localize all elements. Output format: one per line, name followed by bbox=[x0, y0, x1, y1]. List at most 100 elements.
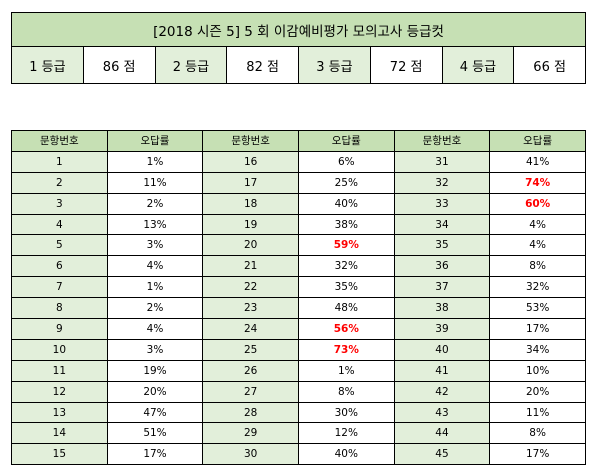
question-number: 37 bbox=[393, 276, 491, 299]
wrong-answer-rate: 34% bbox=[489, 338, 586, 361]
question-number: 17 bbox=[202, 171, 299, 194]
question-number: 10 bbox=[11, 338, 108, 361]
question-number: 28 bbox=[202, 401, 299, 424]
question-number: 23 bbox=[202, 297, 299, 320]
wrong-answer-rate: 19% bbox=[106, 359, 204, 382]
question-number: 22 bbox=[202, 276, 299, 299]
wrong-answer-rate: 48% bbox=[297, 297, 395, 320]
question-number: 30 bbox=[202, 443, 299, 466]
wrong-answer-rate: 6% bbox=[297, 150, 395, 173]
table-row: 14 51% 29 12% 44 8% bbox=[11, 422, 586, 445]
wrong-answer-rate: 3% bbox=[106, 234, 204, 257]
wrong-answer-rate: 2% bbox=[106, 297, 204, 320]
question-number: 20 bbox=[202, 234, 299, 257]
grade-label: 1 등급 bbox=[11, 46, 84, 84]
question-number: 43 bbox=[393, 401, 491, 424]
header-wrong-rate: 오답률 bbox=[489, 130, 586, 152]
wrong-answer-rate: 4% bbox=[106, 318, 204, 340]
question-number: 44 bbox=[393, 422, 491, 445]
grade-label: 3 등급 bbox=[298, 46, 371, 84]
wrong-answer-rate: 12% bbox=[297, 422, 395, 445]
question-number: 32 bbox=[393, 171, 491, 194]
wrong-answer-rate: 32% bbox=[489, 276, 586, 299]
table-row: 10 3% 25 73% 40 34% bbox=[11, 338, 586, 361]
header-wrong-rate: 오답률 bbox=[297, 130, 395, 152]
question-number: 8 bbox=[11, 297, 108, 320]
question-number: 42 bbox=[393, 380, 491, 403]
wrong-answer-rate: 4% bbox=[489, 213, 586, 236]
table-row: 4 13% 19 38% 34 4% bbox=[11, 213, 586, 236]
table-row: 13 47% 28 30% 43 11% bbox=[11, 401, 586, 424]
wrong-answer-rate: 30% bbox=[297, 401, 395, 424]
question-number: 25 bbox=[202, 338, 299, 361]
question-number: 18 bbox=[202, 192, 299, 215]
table-row: 11 19% 26 1% 41 10% bbox=[11, 359, 586, 382]
wrong-answer-rate: 41% bbox=[489, 150, 586, 173]
wrong-answer-rate: 1% bbox=[106, 150, 204, 173]
grade-cutoff-table: [2018 시즌 5] 5 회 이감예비평가 모의고사 등급컷 1 등급 86 … bbox=[11, 12, 586, 84]
table-row: 8 2% 23 48% 38 53% bbox=[11, 297, 586, 320]
question-number: 15 bbox=[11, 443, 108, 466]
table-row: 15 17% 30 40% 45 17% bbox=[11, 443, 586, 466]
cutoff-title: [2018 시즌 5] 5 회 이감예비평가 모의고사 등급컷 bbox=[11, 12, 586, 47]
wrong-answer-rate: 73% bbox=[297, 338, 395, 361]
header-wrong-rate: 오답률 bbox=[106, 130, 204, 152]
header-question-number: 문항번호 bbox=[393, 130, 491, 152]
wrong-answer-rate: 1% bbox=[297, 359, 395, 382]
question-number: 40 bbox=[393, 338, 491, 361]
wrong-answer-rate: 8% bbox=[489, 422, 586, 445]
table-row: 6 4% 21 32% 36 8% bbox=[11, 255, 586, 278]
wrong-answer-rate: 10% bbox=[489, 359, 586, 382]
question-number: 38 bbox=[393, 297, 491, 320]
rate-header-row: 문항번호 오답률 문항번호 오답률 문항번호 오답률 bbox=[11, 130, 586, 152]
question-number: 21 bbox=[202, 255, 299, 278]
header-question-number: 문항번호 bbox=[11, 130, 108, 152]
wrong-answer-rate-table: 문항번호 오답률 문항번호 오답률 문항번호 오답률 1 1% 16 6% 31 41% 2… bbox=[11, 130, 586, 466]
wrong-answer-rate: 17% bbox=[106, 443, 204, 466]
question-number: 13 bbox=[11, 401, 108, 424]
wrong-answer-rate: 51% bbox=[106, 422, 204, 445]
grade-score: 66 점 bbox=[513, 46, 586, 84]
table-row: 3 2% 18 40% 33 60% bbox=[11, 192, 586, 215]
wrong-answer-rate: 25% bbox=[297, 171, 395, 194]
question-number: 27 bbox=[202, 380, 299, 403]
wrong-answer-rate: 20% bbox=[106, 380, 204, 403]
wrong-answer-rate: 53% bbox=[489, 297, 586, 320]
grade-label: 2 등급 bbox=[154, 46, 228, 84]
table-row: 5 3% 20 59% 35 4% bbox=[11, 234, 586, 257]
question-number: 3 bbox=[11, 192, 108, 215]
cutoff-row: 1 등급 86 점 2 등급 82 점 3 등급 72 점 4 등급 66 점 bbox=[11, 46, 586, 84]
wrong-answer-rate: 32% bbox=[297, 255, 395, 278]
question-number: 39 bbox=[393, 318, 491, 340]
wrong-answer-rate: 2% bbox=[106, 192, 204, 215]
wrong-answer-rate: 3% bbox=[106, 338, 204, 361]
wrong-answer-rate: 40% bbox=[297, 443, 395, 466]
table-row: 2 11% 17 25% 32 74% bbox=[11, 171, 586, 194]
question-number: 34 bbox=[393, 213, 491, 236]
question-number: 6 bbox=[11, 255, 108, 278]
question-number: 12 bbox=[11, 380, 108, 403]
grade-score: 86 점 bbox=[82, 46, 156, 84]
question-number: 29 bbox=[202, 422, 299, 445]
question-number: 35 bbox=[393, 234, 491, 257]
wrong-answer-rate: 56% bbox=[297, 318, 395, 340]
wrong-answer-rate: 17% bbox=[489, 443, 586, 466]
wrong-answer-rate: 59% bbox=[297, 234, 395, 257]
question-number: 45 bbox=[393, 443, 491, 466]
wrong-answer-rate: 11% bbox=[489, 401, 586, 424]
header-question-number: 문항번호 bbox=[202, 130, 299, 152]
question-number: 7 bbox=[11, 276, 108, 299]
table-row: 1 1% 16 6% 31 41% bbox=[11, 150, 586, 173]
question-number: 9 bbox=[11, 318, 108, 340]
question-number: 1 bbox=[11, 150, 108, 173]
grade-label: 4 등급 bbox=[441, 46, 515, 84]
wrong-answer-rate: 8% bbox=[489, 255, 586, 278]
wrong-answer-rate: 74% bbox=[489, 171, 586, 194]
grade-score: 82 점 bbox=[226, 46, 299, 84]
wrong-answer-rate: 1% bbox=[106, 276, 204, 299]
question-number: 36 bbox=[393, 255, 491, 278]
wrong-answer-rate: 38% bbox=[297, 213, 395, 236]
wrong-answer-rate: 40% bbox=[297, 192, 395, 215]
wrong-answer-rate: 8% bbox=[297, 380, 395, 403]
wrong-answer-rate: 11% bbox=[106, 171, 204, 194]
